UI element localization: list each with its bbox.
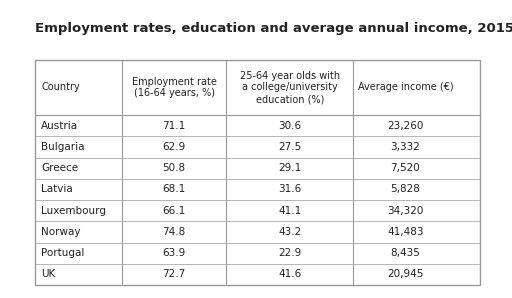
Text: 27.5: 27.5: [278, 142, 302, 152]
Text: Portugal: Portugal: [41, 248, 84, 258]
Text: 68.1: 68.1: [162, 184, 186, 194]
Text: Country: Country: [41, 83, 80, 92]
Text: Average income (€): Average income (€): [358, 83, 453, 92]
Text: 41,483: 41,483: [387, 227, 424, 237]
Text: 20,945: 20,945: [387, 269, 423, 280]
Text: 63.9: 63.9: [162, 248, 186, 258]
Text: Norway: Norway: [41, 227, 80, 237]
Text: 41.6: 41.6: [278, 269, 302, 280]
Text: 25-64 year olds with
a college/university
education (%): 25-64 year olds with a college/universit…: [240, 71, 340, 104]
Text: 22.9: 22.9: [278, 248, 302, 258]
Text: 3,332: 3,332: [391, 142, 420, 152]
Text: 34,320: 34,320: [387, 206, 423, 216]
Text: Bulgaria: Bulgaria: [41, 142, 84, 152]
Text: 5,828: 5,828: [391, 184, 420, 194]
Text: 29.1: 29.1: [278, 163, 302, 173]
Text: 62.9: 62.9: [162, 142, 186, 152]
Text: 43.2: 43.2: [278, 227, 302, 237]
Text: 41.1: 41.1: [278, 206, 302, 216]
Text: 8,435: 8,435: [391, 248, 420, 258]
Text: 72.7: 72.7: [162, 269, 186, 280]
Text: 50.8: 50.8: [162, 163, 186, 173]
Bar: [35, 60, 480, 285]
Text: UK: UK: [41, 269, 55, 280]
Text: 31.6: 31.6: [278, 184, 302, 194]
Text: 74.8: 74.8: [162, 227, 186, 237]
Text: Greece: Greece: [41, 163, 78, 173]
Text: Luxembourg: Luxembourg: [41, 206, 106, 216]
Text: Latvia: Latvia: [41, 184, 73, 194]
Text: 30.6: 30.6: [278, 121, 302, 131]
Text: 66.1: 66.1: [162, 206, 186, 216]
Text: Employment rate
(16-64 years, %): Employment rate (16-64 years, %): [132, 77, 217, 98]
Text: Employment rates, education and average annual income, 2015: Employment rates, education and average …: [35, 22, 512, 35]
Text: 23,260: 23,260: [387, 121, 423, 131]
Text: 7,520: 7,520: [391, 163, 420, 173]
Text: Austria: Austria: [41, 121, 78, 131]
Text: 71.1: 71.1: [162, 121, 186, 131]
